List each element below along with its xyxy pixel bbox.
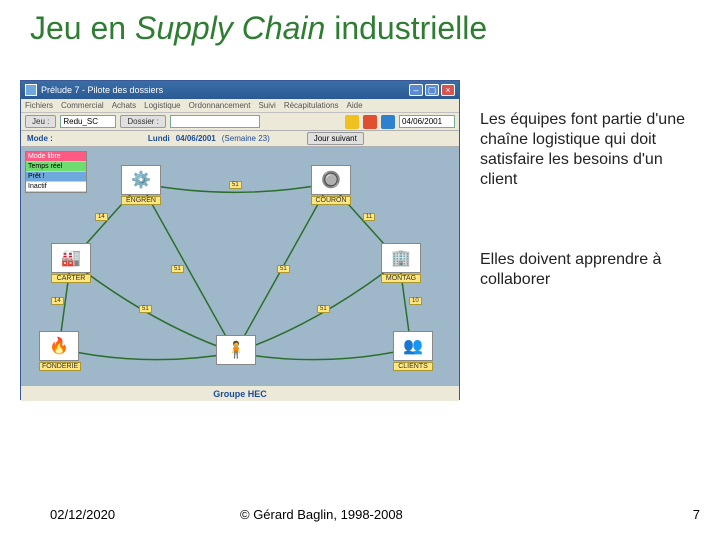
node-icon: 👥 (393, 331, 433, 361)
slide-date: 02/12/2020 (50, 507, 115, 522)
sub-week: (Semaine 23) (222, 134, 270, 143)
legend-row: Inactif (26, 182, 86, 192)
node-icon: 🏢 (381, 243, 421, 273)
paragraph-1: Les équipes font partie d'une chaîne log… (480, 110, 700, 190)
edge-tag: 51 (171, 265, 184, 273)
slide-copyright: © Gérard Baglin, 1998-2008 (240, 507, 403, 522)
node-label: COURON (311, 196, 351, 205)
toolbar-icon[interactable] (381, 115, 395, 129)
node-center[interactable]: 🧍 (216, 335, 256, 365)
network-canvas: Mode libre Temps réel Prêt ! Inactif ⚙️E… (21, 147, 459, 385)
toolbar: Jeu : Redu_SC Dossier : 04/06/2001 (21, 113, 459, 131)
node-icon: 🔘 (311, 165, 351, 195)
node-clients[interactable]: 👥CLIENTS (393, 331, 433, 371)
sub-toolbar: Mode : Lundi 04/06/2001 (Semaine 23) Jou… (21, 131, 459, 147)
slide-number: 7 (693, 507, 700, 522)
toolbar-icon[interactable] (345, 115, 359, 129)
dossier-field[interactable] (170, 115, 260, 128)
menu-item[interactable]: Fichiers (25, 101, 53, 110)
legend-row: Temps réel (26, 162, 86, 172)
edge-tag: 51 (317, 305, 330, 313)
edge-tag: 14 (95, 213, 108, 221)
menu-item[interactable]: Achats (112, 101, 136, 110)
node-label: FONDERIE (39, 362, 81, 371)
dossier-label: Dossier : (120, 115, 166, 128)
window-title: Prélude 7 - Pilote des dossiers (41, 85, 163, 95)
next-day-button[interactable]: Jour suivant (307, 132, 364, 145)
menu-item[interactable]: Ordonnancement (189, 101, 251, 110)
edge-tag: 14 (51, 297, 64, 305)
slide-title: Jeu en Supply Chain industrielle (30, 10, 487, 47)
minimize-button[interactable]: – (409, 84, 423, 96)
edge-tag: 51 (277, 265, 290, 273)
node-label: MONTAG (381, 274, 421, 283)
node-couron[interactable]: 🔘COURON (311, 165, 351, 205)
node-carter[interactable]: 🏭CARTER (51, 243, 91, 283)
menu-item[interactable]: Suivi (258, 101, 275, 110)
node-label: CLIENTS (393, 362, 433, 371)
toolbar-icon[interactable] (363, 115, 377, 129)
node-icon: 🧍 (216, 335, 256, 365)
menu-item[interactable]: Aide (347, 101, 363, 110)
node-engren[interactable]: ⚙️ENGREN (121, 165, 161, 205)
close-button[interactable]: × (441, 84, 455, 96)
node-icon: 🔥 (39, 331, 79, 361)
edge-tag: 10 (409, 297, 422, 305)
menu-item[interactable]: Logistique (144, 101, 180, 110)
node-montag[interactable]: 🏢MONTAG (381, 243, 421, 283)
sub-date: 04/06/2001 (176, 134, 216, 143)
node-icon: 🏭 (51, 243, 91, 273)
paragraph-2: Elles doivent apprendre à collaborer (480, 250, 700, 290)
node-fonderi[interactable]: 🔥FONDERIE (39, 331, 81, 371)
title-pre: Jeu en (30, 10, 135, 46)
maximize-button[interactable]: ▢ (425, 84, 439, 96)
jeu-field[interactable]: Redu_SC (60, 115, 116, 128)
app-icon (25, 84, 37, 96)
title-post: industrielle (325, 10, 487, 46)
legend-row: Prêt ! (26, 172, 86, 182)
mode-legend: Mode libre Temps réel Prêt ! Inactif (25, 151, 87, 193)
edge-tag: 51 (139, 305, 152, 313)
toolbar-date: 04/06/2001 (399, 115, 455, 128)
slide-footer: 02/12/2020 © Gérard Baglin, 1998-2008 7 (0, 507, 720, 522)
sub-day: Lundi (148, 134, 170, 143)
menu-item[interactable]: Récapitulations (284, 101, 339, 110)
app-window: Prélude 7 - Pilote des dossiers – ▢ × Fi… (20, 80, 460, 400)
app-footer: Groupe HEC (21, 385, 459, 401)
jeu-label: Jeu : (25, 115, 56, 128)
menu-item[interactable]: Commercial (61, 101, 104, 110)
legend-row: Mode libre (26, 152, 86, 162)
title-ital: Supply Chain (135, 10, 325, 46)
edge-tag: 51 (229, 181, 242, 189)
node-icon: ⚙️ (121, 165, 161, 195)
edge-tag: 11 (363, 213, 375, 221)
node-label: ENGREN (121, 196, 161, 205)
menubar[interactable]: Fichiers Commercial Achats Logistique Or… (21, 99, 459, 113)
mode-label: Mode : (27, 134, 53, 143)
node-label: CARTER (51, 274, 91, 283)
window-titlebar[interactable]: Prélude 7 - Pilote des dossiers – ▢ × (21, 81, 459, 99)
